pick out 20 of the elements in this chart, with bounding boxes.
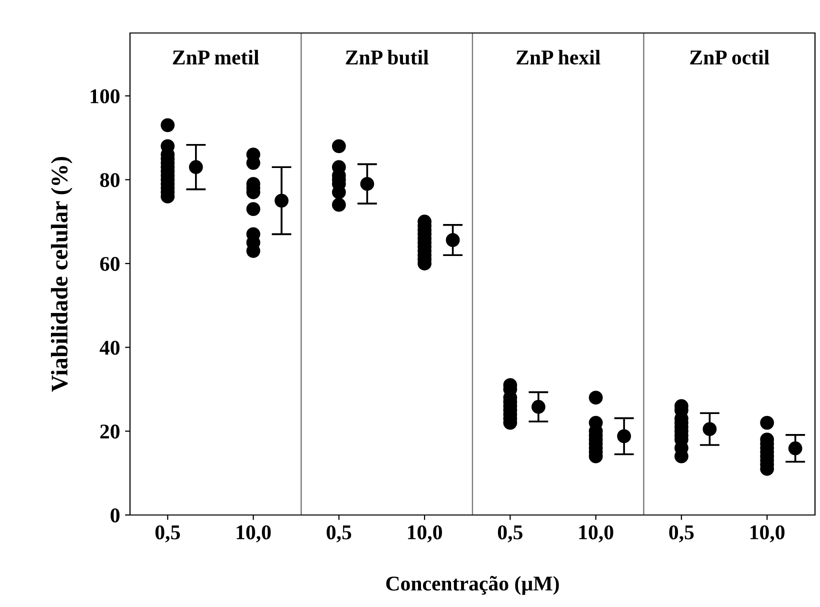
- y-tick-label: 20: [100, 424, 120, 439]
- x-tick-label: 10,0: [236, 525, 271, 542]
- text: ZnP hexil: [516, 50, 600, 65]
- y-tick-label: 100: [90, 89, 120, 104]
- y-axis-title: Viabilidade celular (%): [50, 156, 72, 392]
- text: ZnP octil: [690, 50, 770, 65]
- x-tick-label: 0,5: [326, 525, 352, 542]
- x-tick-label: 10,0: [579, 525, 614, 542]
- x-tick-label: 0,5: [669, 525, 694, 542]
- y-tick-label: 60: [100, 256, 120, 271]
- x-tick-label: 10,0: [750, 525, 784, 542]
- x-tick-label: 10,0: [408, 525, 442, 542]
- x-axis-title: Concentração (µM): [386, 576, 559, 595]
- text: ZnP butil: [346, 50, 428, 65]
- y-tick-label: 0: [110, 508, 120, 522]
- y-tick-label: 40: [100, 340, 120, 355]
- y-tick-label: 80: [100, 173, 120, 188]
- text: ZnP metil: [172, 50, 259, 65]
- x-tick-label: 0,5: [155, 525, 180, 542]
- x-tick-label: 0,5: [498, 525, 522, 542]
